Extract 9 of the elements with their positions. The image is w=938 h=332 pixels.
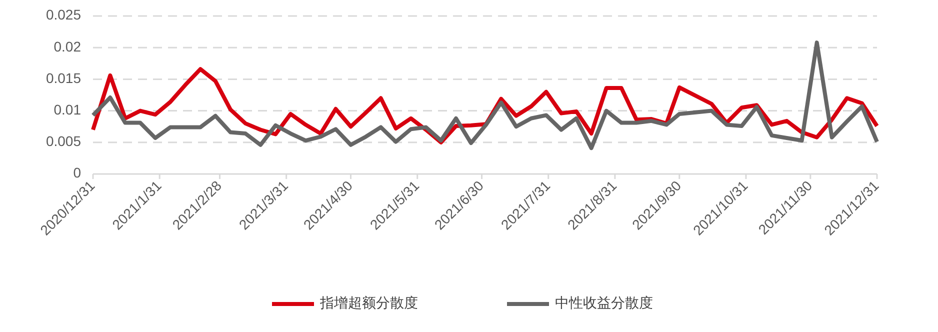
y-tick-label: 0.02 — [54, 38, 82, 54]
y-tick-label: 0.015 — [46, 70, 82, 86]
y-tick-label: 0.01 — [54, 102, 82, 118]
y-tick-label: 0 — [73, 164, 82, 181]
legend-label: 中性收益分散度 — [555, 294, 653, 311]
line-series — [91, 40, 879, 150]
y-tick-label: 0.005 — [46, 133, 82, 150]
legend-label: 指增超额分散度 — [319, 294, 418, 311]
y-tick-label: 0.025 — [46, 6, 82, 23]
